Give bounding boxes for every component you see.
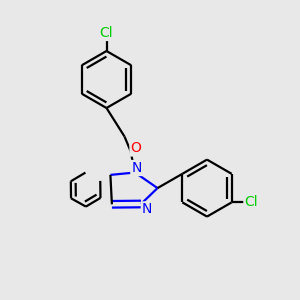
Text: Cl: Cl (100, 26, 113, 40)
Text: N: N (142, 202, 152, 216)
Text: O: O (130, 142, 141, 155)
Text: Cl: Cl (244, 195, 258, 209)
Text: N: N (131, 161, 142, 175)
